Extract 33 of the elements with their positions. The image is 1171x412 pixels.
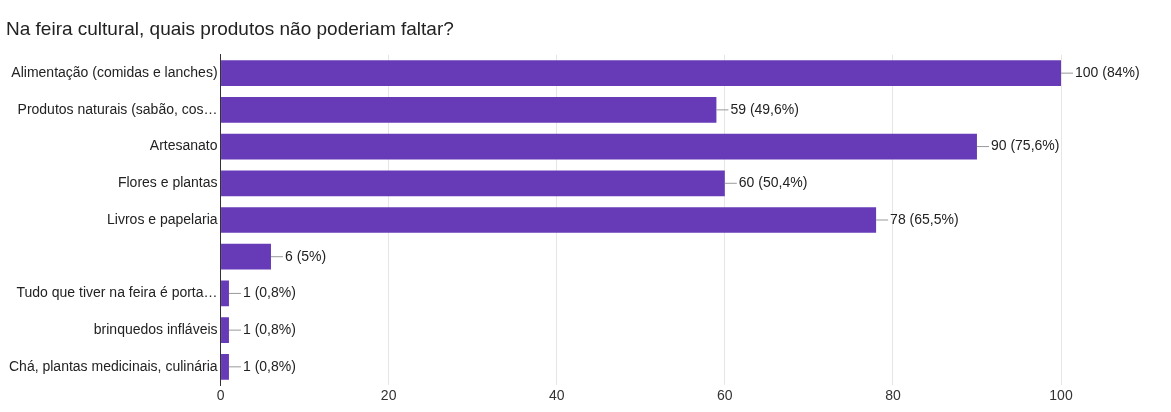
- y-tick-label: Artesanato: [149, 137, 218, 154]
- y-tick-label: Livros e papelaria: [107, 210, 218, 227]
- data-label: 1 (0,8%): [242, 284, 296, 301]
- x-tick-label: 20: [380, 387, 397, 404]
- y-tick-label: Chá, plantas medicinais, culinária: [8, 357, 218, 374]
- data-label: 59 (49,6%): [730, 100, 799, 117]
- bar: [221, 317, 229, 343]
- x-tick-label: 0: [216, 387, 225, 404]
- bar: [221, 207, 877, 233]
- y-tick-label: Flores e plantas: [117, 174, 218, 191]
- bar: [221, 97, 717, 123]
- y-tick-label: Tudo que tiver na feira é porta…: [16, 284, 218, 301]
- data-label: 1 (0,8%): [242, 357, 296, 374]
- data-label: 100 (84%): [1075, 64, 1140, 81]
- data-label: 60 (50,4%): [738, 174, 808, 191]
- bar: [221, 354, 229, 380]
- bar: [221, 133, 977, 160]
- x-tick-label: 80: [885, 387, 901, 404]
- x-tick-label: 100: [1049, 387, 1073, 404]
- data-label: 78 (65,5%): [890, 210, 959, 227]
- x-tick-label: 40: [548, 387, 565, 404]
- y-tick-label: brinquedos infláveis: [93, 320, 218, 337]
- bar: [221, 60, 1061, 86]
- x-tick-label: 60: [717, 387, 733, 404]
- bar: [221, 280, 229, 307]
- data-label: 6 (5%): [284, 247, 327, 264]
- y-tick-label: Produtos naturais (sabão, cos…: [17, 100, 218, 117]
- data-label: 90 (75,6%): [990, 137, 1060, 154]
- chart-title: Na feira cultural, quais produtos não poderiam faltar?: [6, 17, 454, 39]
- bar: [221, 243, 271, 270]
- data-label: 1 (0,8%): [242, 320, 296, 337]
- bar: [221, 170, 725, 197]
- y-tick-label: Alimentação (comidas e lanches): [11, 64, 218, 81]
